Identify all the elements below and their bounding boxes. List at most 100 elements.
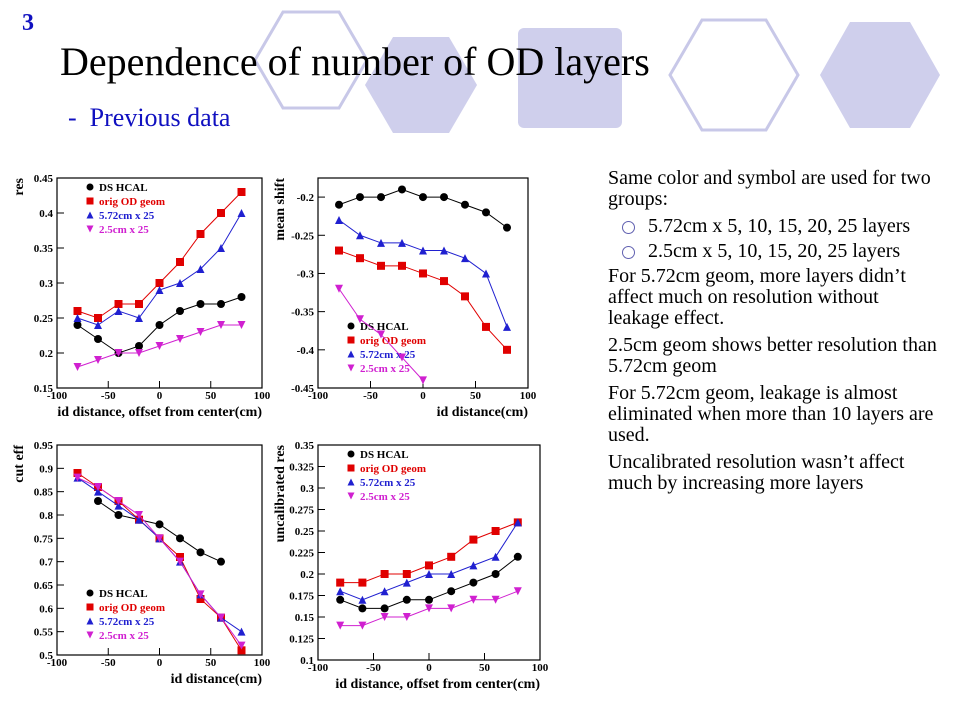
marker — [237, 627, 246, 636]
marker — [335, 216, 343, 224]
y-tick-label: 0.175 — [289, 591, 314, 603]
marker — [377, 193, 385, 202]
marker — [196, 590, 205, 599]
marker — [482, 208, 490, 217]
legend-label: 5.72cm x 25 — [99, 616, 155, 628]
legend-marker — [347, 350, 355, 358]
marker — [491, 570, 500, 578]
marker — [491, 552, 500, 561]
x-axis-label: id distance, offset from center(cm) — [57, 405, 262, 420]
legend-marker — [86, 183, 94, 191]
marker — [94, 487, 102, 496]
marker — [419, 376, 427, 385]
bullet: 2.5cm geom shows better resolution than … — [608, 334, 937, 377]
x-tick-label: -100 — [47, 390, 68, 402]
marker — [114, 307, 123, 315]
marker — [73, 363, 82, 371]
plots: -100 -50 0 50 100 0.15 0.2 0.25 0.3 0.35 0.4 0.45 id… — [12, 173, 549, 692]
marker — [237, 321, 246, 329]
marker — [176, 279, 184, 287]
marker — [114, 497, 123, 505]
marker — [447, 604, 456, 613]
legend-marker — [347, 364, 355, 372]
legend-label: DS HCAL — [360, 321, 409, 333]
marker — [380, 604, 389, 613]
y-tick-label: 0.125 — [289, 634, 314, 646]
marker — [482, 269, 490, 278]
marker — [358, 578, 367, 587]
series-line — [340, 522, 519, 601]
marker — [217, 300, 225, 308]
y-tick-label: 0.45 — [34, 173, 54, 185]
y-tick-label: 0.2 — [39, 348, 53, 360]
y-axis-label: uncalibrated res — [273, 444, 288, 542]
y-tick-label: 0.25 — [34, 313, 54, 325]
x-tick-label: -50 — [101, 657, 116, 669]
marker — [469, 595, 478, 604]
marker — [114, 300, 123, 308]
y-tick-label: 0.325 — [289, 462, 314, 474]
marker — [176, 335, 184, 343]
x-tick-label: 50 — [470, 390, 482, 402]
marker — [176, 258, 184, 266]
marker — [335, 200, 343, 209]
hexagon — [820, 22, 940, 128]
marker — [196, 230, 205, 238]
x-tick-label: 0 — [426, 662, 432, 674]
marker — [440, 193, 448, 202]
marker — [73, 473, 82, 482]
legend-label: 2.5cm x 25 — [360, 363, 410, 375]
marker — [425, 595, 433, 604]
marker — [402, 578, 411, 587]
marker — [461, 292, 469, 301]
marker — [94, 321, 102, 329]
legend-marker — [86, 617, 94, 625]
marker — [356, 254, 364, 263]
title: Dependence of number of OD layers — [60, 39, 650, 84]
marker — [114, 501, 123, 510]
legend-label: 5.72cm x 25 — [360, 349, 416, 361]
y-tick-label: 0.85 — [34, 487, 54, 499]
marker — [94, 483, 102, 491]
marker — [135, 314, 143, 322]
legend-label: 5.72cm x 25 — [99, 210, 155, 222]
y-tick-label: 0.275 — [289, 505, 314, 517]
legend-label: DS HCAL — [99, 588, 148, 600]
marker — [237, 641, 246, 650]
y-tick-label: 0.7 — [39, 557, 53, 569]
bullet: Same color and symbol are used for two g… — [608, 167, 931, 210]
marker — [356, 193, 364, 202]
marker — [336, 578, 345, 587]
y-tick-label: 0.225 — [289, 548, 314, 560]
x-tick-label: 100 — [520, 390, 537, 402]
marker — [196, 328, 205, 336]
y-tick-label: 0.75 — [34, 533, 54, 545]
marker — [469, 561, 478, 570]
marker — [135, 349, 143, 357]
sub-bullet: 5.72cm x 5, 10, 15, 20, 25 layers — [608, 216, 938, 237]
legend-marker — [347, 450, 355, 458]
y-tick-label: 0.8 — [39, 510, 53, 522]
y-tick-label: 0.9 — [39, 463, 53, 475]
notes: Same color and symbol are used for two g… — [608, 168, 938, 500]
marker — [461, 254, 469, 263]
x-tick-label: 100 — [254, 390, 271, 402]
marker — [358, 621, 367, 630]
y-tick-label: 0.55 — [34, 627, 54, 639]
marker — [425, 570, 433, 578]
slide-number: 3 — [22, 10, 34, 36]
marker — [237, 188, 246, 196]
marker — [491, 527, 500, 535]
marker — [237, 209, 246, 217]
marker — [380, 587, 389, 596]
x-tick-label: -100 — [308, 390, 329, 402]
marker — [196, 595, 205, 603]
y-tick-label: 0.95 — [34, 440, 54, 452]
marker — [356, 231, 364, 240]
y-tick-label: 0.25 — [295, 526, 315, 538]
marker — [196, 265, 205, 273]
marker — [377, 261, 385, 270]
x-tick-label: 100 — [254, 657, 271, 669]
